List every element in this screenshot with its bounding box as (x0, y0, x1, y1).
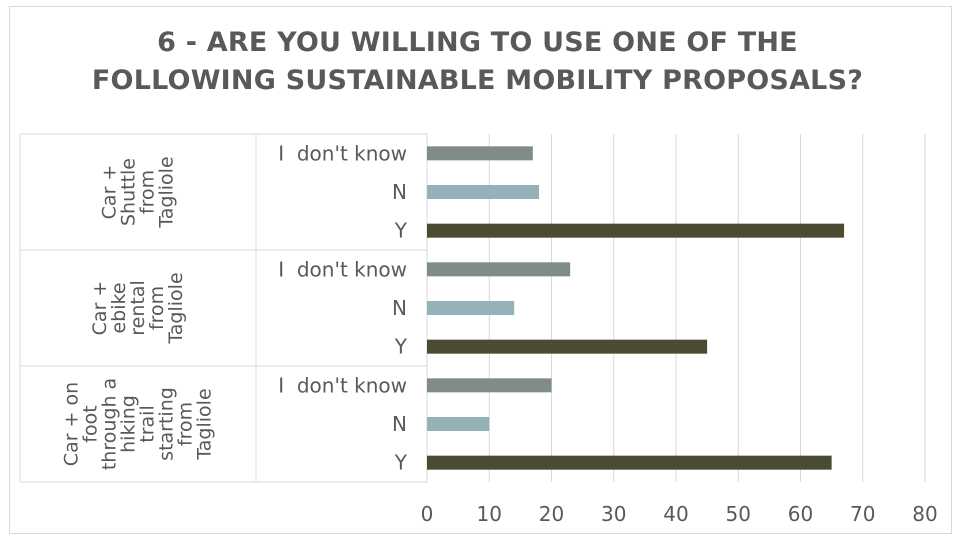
bar-1-3 (427, 224, 844, 238)
bar-label-3-2: N (392, 412, 407, 436)
bar-label-1-1: I don't know (278, 141, 407, 165)
x-tick-label-40: 40 (663, 502, 688, 526)
bar-1-2 (427, 185, 539, 199)
x-tick-label-10: 10 (477, 502, 502, 526)
bar-label-2-3: Y (394, 335, 408, 359)
bar-label-2-2: N (392, 296, 407, 320)
bar-2-1 (427, 262, 570, 276)
bar-2-3 (427, 340, 707, 354)
x-tick-label-80: 80 (912, 502, 937, 526)
bar-label-1-3: Y (394, 219, 408, 243)
bar-label-3-1: I don't know (278, 373, 407, 397)
group-label-3-line-8: Tagliole (194, 388, 216, 460)
group-label-1-line-4: Tagliole (156, 156, 178, 228)
x-tick-label-30: 30 (601, 502, 626, 526)
x-tick-label-50: 50 (726, 502, 751, 526)
bar-3-3 (427, 456, 832, 470)
x-tick-label-20: 20 (539, 502, 564, 526)
bar-label-1-2: N (392, 180, 407, 204)
bar-label-2-1: I don't know (278, 257, 407, 281)
x-tick-label-60: 60 (788, 502, 813, 526)
x-tick-label-70: 70 (850, 502, 875, 526)
bar-label-3-3: Y (394, 451, 408, 475)
bar-1-1 (427, 146, 533, 160)
bar-3-1 (427, 378, 552, 392)
bar-2-2 (427, 301, 514, 315)
x-tick-label-0: 0 (421, 502, 434, 526)
bar-3-2 (427, 417, 489, 431)
group-label-2-line-5: Tagliole (165, 272, 187, 344)
